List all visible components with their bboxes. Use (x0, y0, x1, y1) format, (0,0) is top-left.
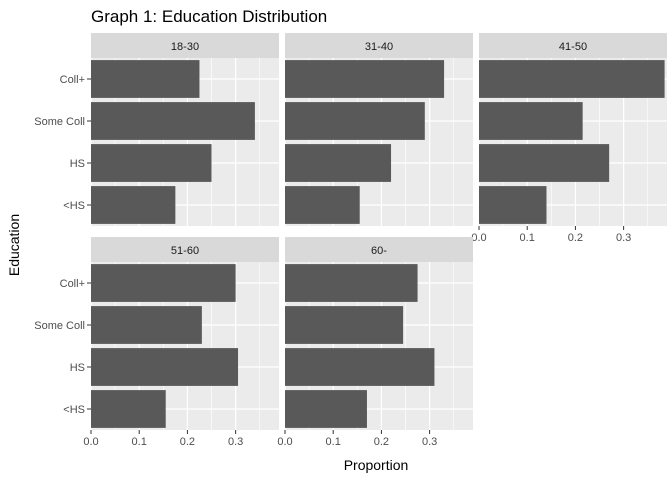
bar-60--HS (285, 348, 435, 386)
y-tick-label: Some Coll (34, 116, 85, 128)
facet-strip (285, 33, 473, 58)
facet-panel-18-30: 18-30 <HS HS Some Coll Coll+ (34, 33, 279, 226)
x-tick-label: 0.2 (568, 232, 583, 244)
x-axis-title: Proportion (344, 457, 409, 473)
facet-panel-41-50: 41-50 0.0 0.1 0.2 0.3 (471, 33, 667, 244)
bar-18-30-HS (91, 144, 212, 182)
facet-strip (479, 33, 667, 58)
facet-strip (91, 237, 279, 262)
facet-strip (285, 237, 473, 262)
y-axis-title: Education (6, 214, 22, 276)
bar-60--<HS (285, 390, 367, 428)
x-tick-label: 0.1 (132, 436, 147, 448)
facet-panels: 18-30 <HS HS Some Coll Coll+ 31-40 41-50 0.0 0.1… (34, 33, 667, 448)
bar-60--Coll+ (285, 264, 418, 302)
facet-strip-label: 31-40 (365, 41, 393, 53)
bar-31-40-Some Coll (285, 102, 425, 140)
facet-strip (91, 33, 279, 58)
facet-strip-label: 60- (371, 245, 387, 257)
x-tick-label: 0.2 (374, 436, 389, 448)
y-tick-label: HS (70, 158, 85, 170)
x-tick-label: 0.0 (277, 436, 292, 448)
bar-18-30-<HS (91, 186, 176, 224)
bar-18-30-Coll+ (91, 60, 200, 98)
x-tick-label: 0.3 (228, 436, 243, 448)
x-tick-label: 0.3 (422, 436, 437, 448)
facet-strip-label: 41-50 (559, 41, 587, 53)
bar-31-40-HS (285, 144, 392, 182)
x-tick-label: 0.1 (326, 436, 341, 448)
bar-41-50-Some Coll (479, 102, 583, 140)
x-tick-label: 0.0 (83, 436, 98, 448)
x-tick-label: 0.2 (180, 436, 195, 448)
facet-panel-60-: 60- 0.0 0.1 0.2 0.3 (277, 237, 473, 448)
bar-41-50-HS (479, 144, 610, 182)
facet-strip-label: 18-30 (171, 41, 199, 53)
bar-51-60-Some Coll (91, 306, 202, 344)
y-tick-label: Coll+ (60, 278, 85, 290)
bar-18-30-Some Coll (91, 102, 255, 140)
bar-51-60-<HS (91, 390, 166, 428)
facet-strip-label: 51-60 (171, 245, 199, 257)
bar-41-50-Coll+ (479, 60, 665, 98)
x-tick-label: 0.0 (471, 232, 486, 244)
bar-60--Some Coll (285, 306, 404, 344)
x-tick-label: 0.3 (616, 232, 631, 244)
y-tick-label: Some Coll (34, 320, 85, 332)
x-tick-label: 0.1 (520, 232, 535, 244)
y-tick-label: HS (70, 362, 85, 374)
bar-31-40-Coll+ (285, 60, 445, 98)
bar-41-50-<HS (479, 186, 547, 224)
chart-title: Graph 1: Education Distribution (91, 7, 327, 26)
bar-51-60-HS (91, 348, 239, 386)
facet-panel-51-60: 51-60 <HS HS Some Coll Coll+ 0.0 0.1 0.2 0.3 (34, 237, 279, 448)
y-tick-label: <HS (63, 200, 85, 212)
bar-31-40-<HS (285, 186, 360, 224)
y-tick-label: Coll+ (60, 74, 85, 86)
bar-51-60-Coll+ (91, 264, 236, 302)
facet-panel-31-40: 31-40 (284, 33, 473, 226)
y-tick-label: <HS (63, 404, 85, 416)
